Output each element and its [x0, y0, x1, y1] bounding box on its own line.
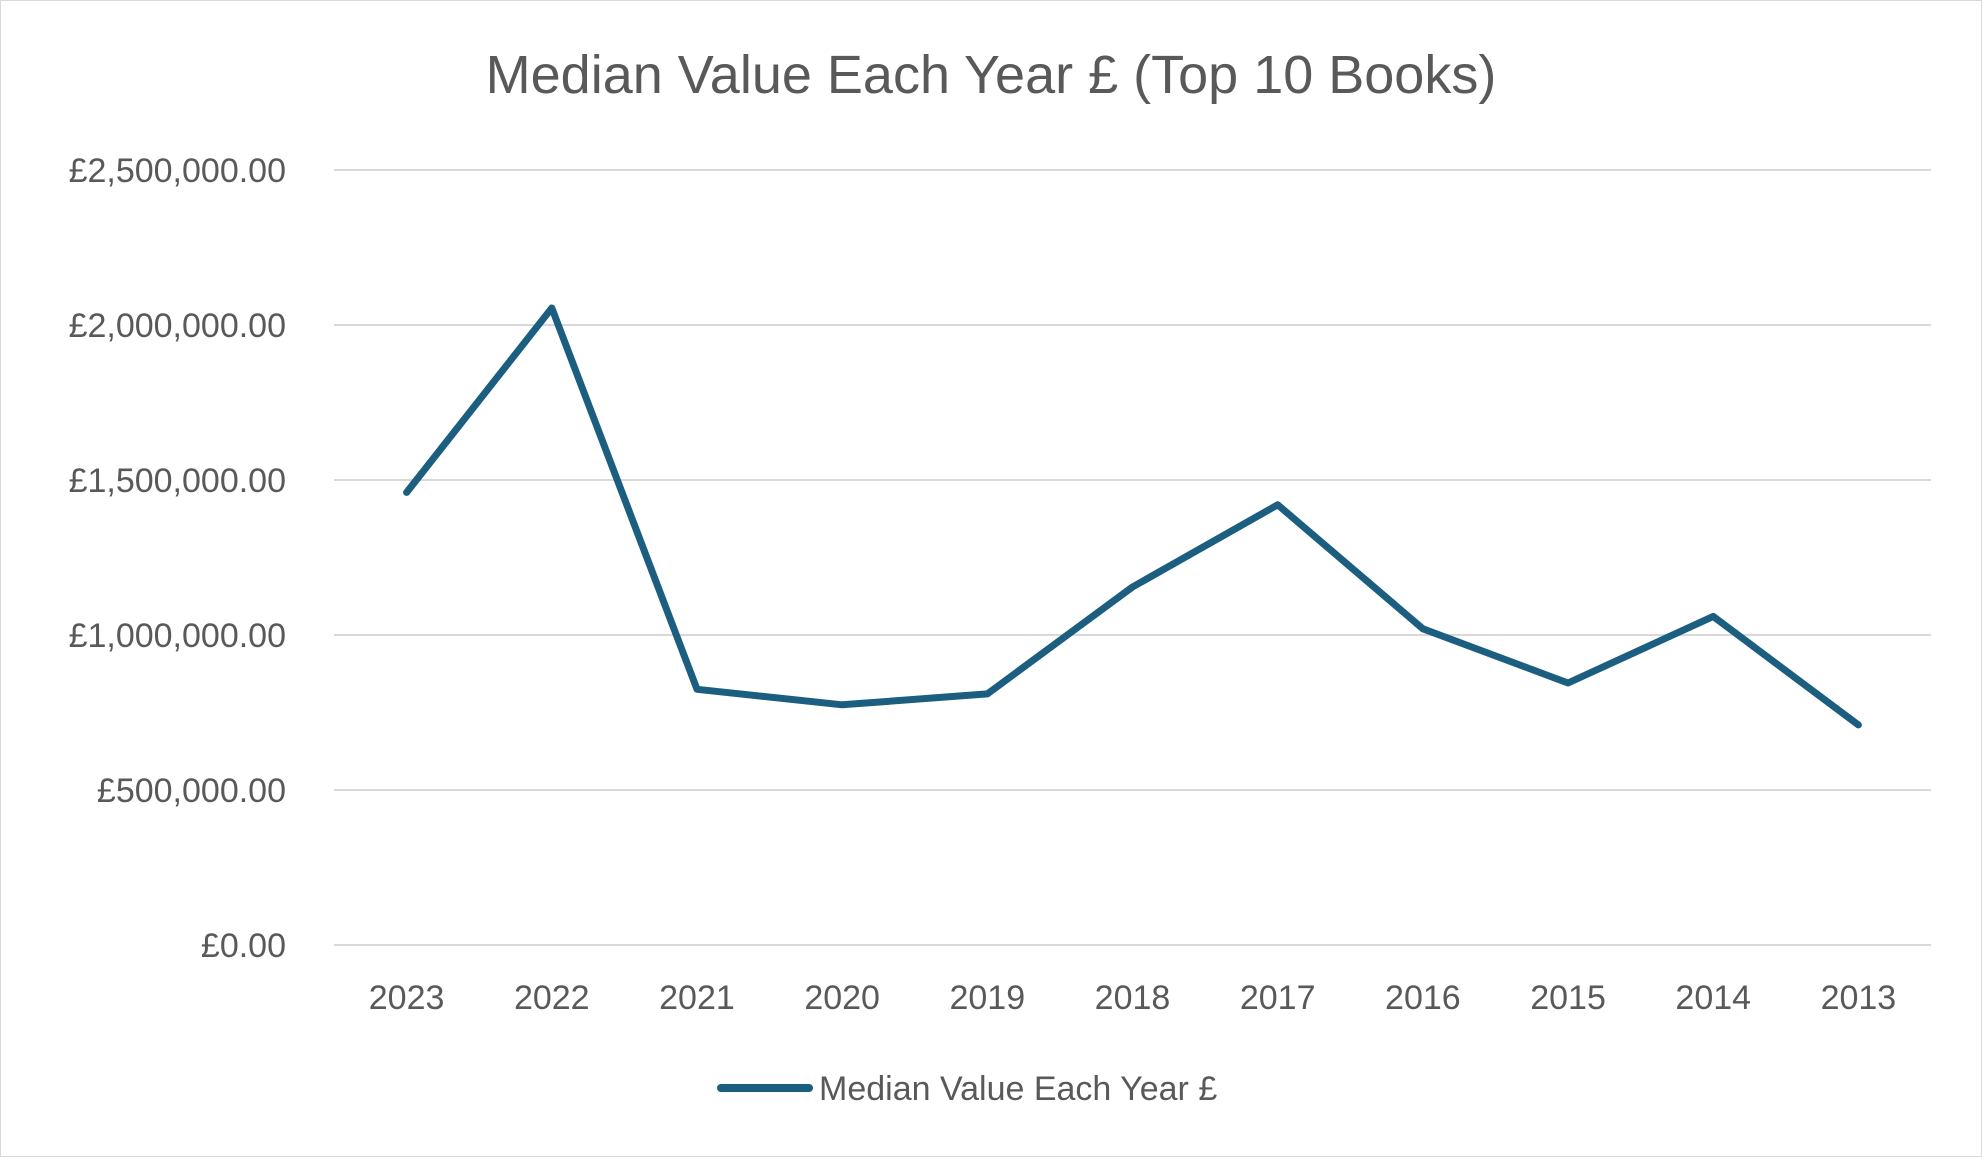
- x-tick-label: 2013: [1821, 979, 1897, 1017]
- y-axis-tick-labels: £0.00 £500,000.00 £1,000,000.00 £1,500,000.…: [69, 152, 286, 965]
- x-tick-label: 2018: [1095, 979, 1171, 1017]
- chart-title: Median Value Each Year £ (Top 10 Books): [486, 45, 1497, 105]
- y-tick-label: £1,000,000.00: [69, 617, 286, 655]
- y-tick-label: £2,000,000.00: [69, 307, 286, 345]
- x-tick-label: 2021: [659, 979, 735, 1017]
- y-tick-label: £0.00: [201, 927, 286, 965]
- series-line: [403, 304, 1862, 729]
- x-tick-label: 2019: [949, 979, 1025, 1017]
- y-tick-label: £2,500,000.00: [69, 152, 286, 190]
- x-tick-label: 2016: [1385, 979, 1461, 1017]
- x-tick-label: 2017: [1240, 979, 1316, 1017]
- x-axis-tick-labels: 2023 2022 2021 2020 2019 2018 2017 2016 2015 2014…: [369, 979, 1896, 1017]
- x-tick-label: 2020: [804, 979, 880, 1017]
- x-tick-label: 2014: [1675, 979, 1751, 1017]
- y-tick-label: £1,500,000.00: [69, 462, 286, 500]
- legend-label: Median Value Each Year £: [819, 1070, 1217, 1108]
- gridlines: [334, 169, 1931, 946]
- x-tick-label: 2022: [514, 979, 590, 1017]
- series-layer: [403, 304, 1862, 729]
- x-tick-label: 2023: [369, 979, 445, 1017]
- y-tick-label: £500,000.00: [97, 772, 286, 810]
- x-tick-label: 2015: [1530, 979, 1606, 1017]
- legend: Median Value Each Year £: [717, 1070, 1217, 1108]
